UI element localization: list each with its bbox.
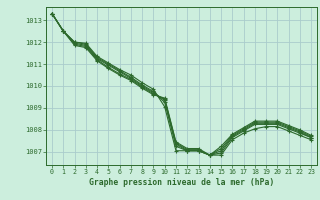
X-axis label: Graphe pression niveau de la mer (hPa): Graphe pression niveau de la mer (hPa) [89,178,274,187]
